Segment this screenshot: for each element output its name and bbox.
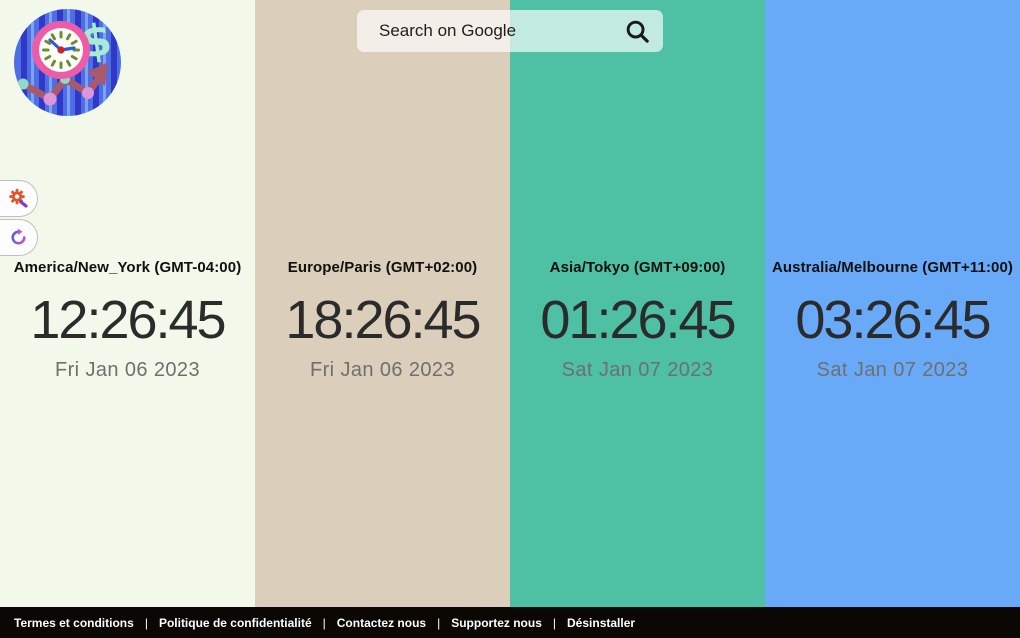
footer-link[interactable]: Désinstaller xyxy=(567,615,636,630)
search-input[interactable] xyxy=(377,20,621,42)
footer-separator: | xyxy=(322,615,326,630)
footer-link[interactable]: Supportez nous xyxy=(451,615,542,630)
footer-links: Termes et conditions | Politique de confid… xyxy=(14,616,635,630)
footer-separator: | xyxy=(437,615,441,630)
footer-link[interactable]: Termes et conditions xyxy=(14,615,134,630)
clock-column: Asia/Tokyo (GMT+09:00) 01:26:45 Sat Jan … xyxy=(510,0,765,638)
footer-separator: | xyxy=(144,615,148,630)
settings-tab-button[interactable] xyxy=(0,180,38,217)
clock-dollar-chart-icon: $ xyxy=(14,9,121,116)
clock-date: Sat Jan 07 2023 xyxy=(561,359,714,382)
clock-date: Fri Jan 06 2023 xyxy=(310,359,455,382)
refresh-icon xyxy=(11,228,26,245)
timezone-label: America/New_York (GMT-04:00) xyxy=(13,259,242,276)
clock-date: Sat Jan 07 2023 xyxy=(816,359,969,382)
magnifier-icon xyxy=(626,20,649,43)
clock-time: 01:26:45 xyxy=(540,290,736,350)
timezone-label: Australia/Melbourne (GMT+11:00) xyxy=(771,259,1014,276)
footer-bar: Termes et conditions | Politique de confid… xyxy=(0,607,1020,638)
google-search-bar xyxy=(357,10,663,52)
clock-time: 03:26:45 xyxy=(795,290,991,350)
timezone-label: Europe/Paris (GMT+02:00) xyxy=(287,259,478,276)
clock-time: 18:26:45 xyxy=(285,290,481,350)
search-button[interactable] xyxy=(621,15,653,47)
clock-time: 12:26:45 xyxy=(30,290,226,350)
footer-link[interactable]: Politique de confidentialité xyxy=(158,615,312,630)
footer-link[interactable]: Contactez nous xyxy=(336,615,427,630)
clock-column: Europe/Paris (GMT+02:00) 18:26:45 Fri Ja… xyxy=(255,0,510,638)
clock-column: Australia/Melbourne (GMT+11:00) 03:26:45… xyxy=(765,0,1020,638)
timezone-label: Asia/Tokyo (GMT+09:00) xyxy=(549,259,726,276)
footer-separator: | xyxy=(552,615,557,630)
gear-wrench-icon xyxy=(8,188,28,208)
time-money-logo: $ xyxy=(13,8,122,117)
refresh-tab-button[interactable] xyxy=(0,219,38,256)
clock-date: Fri Jan 06 2023 xyxy=(55,359,200,382)
